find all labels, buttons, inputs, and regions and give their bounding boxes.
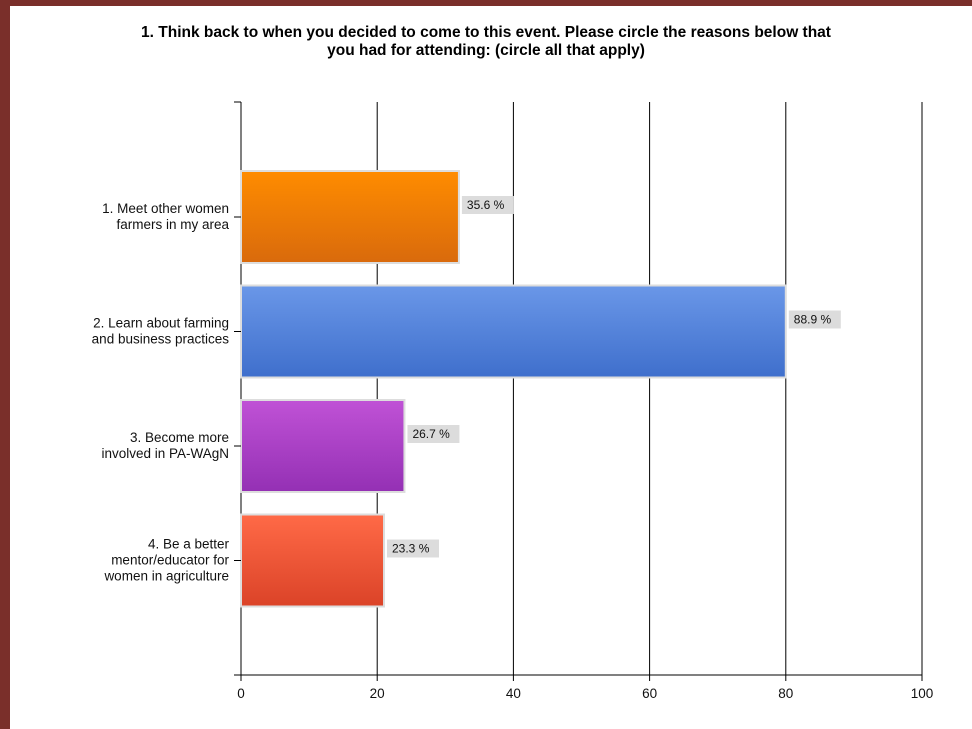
x-tick-label: 60 — [642, 686, 657, 701]
chart-title: 1. Think back to when you decided to com… — [141, 24, 831, 59]
category-label: 1. Meet other women farmers in my area — [102, 201, 229, 232]
category-label: 4. Be a better mentor/educator for women i… — [103, 537, 229, 584]
x-tick-label: 20 — [370, 686, 385, 701]
x-tick-label: 0 — [237, 686, 245, 701]
value-label-bg — [407, 425, 460, 443]
x-tick-label: 40 — [506, 686, 521, 701]
bar — [240, 513, 386, 608]
value-label-bg — [461, 196, 514, 214]
category-label: 3. Become more involved in PA-WAgN — [101, 430, 229, 461]
value-label: 88.9 % — [794, 313, 832, 327]
value-label: 26.7 % — [412, 427, 450, 441]
value-label-bg — [387, 539, 440, 558]
x-tick-label: 80 — [778, 686, 793, 701]
bar — [240, 284, 787, 379]
value-label: 35.6 % — [467, 198, 505, 212]
x-tick-label: 100 — [911, 686, 934, 701]
value-label: 23.3 % — [392, 542, 430, 556]
bar — [240, 399, 406, 493]
category-label: 2. Learn about farming and business pract… — [92, 316, 230, 347]
value-label-bg — [788, 310, 841, 329]
bar — [240, 170, 460, 264]
